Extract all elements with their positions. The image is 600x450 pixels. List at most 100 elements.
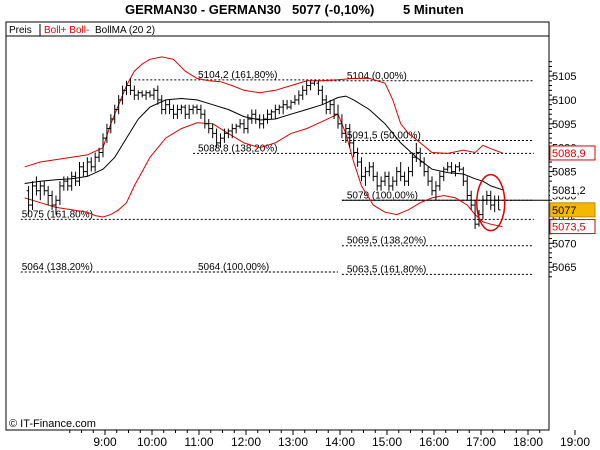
x-tick-label: 15:00 xyxy=(372,435,402,449)
price-bar xyxy=(289,99,293,110)
price-bar xyxy=(426,166,431,186)
plot-frame xyxy=(5,21,550,431)
x-tick-label: 10:00 xyxy=(137,435,167,449)
price-bar xyxy=(214,128,219,148)
price-bar xyxy=(234,123,239,134)
x-tick-label: 18:00 xyxy=(513,435,543,449)
price-bar xyxy=(375,171,380,191)
y-tick-label: 5085 xyxy=(552,167,576,179)
price-bar xyxy=(57,181,62,206)
price-bar xyxy=(390,176,395,191)
price-bar xyxy=(277,104,282,115)
price-bar xyxy=(61,176,66,191)
price-bar xyxy=(65,176,70,191)
legend-price-label: Preis xyxy=(9,25,32,36)
price-bar xyxy=(124,80,129,96)
price-bar xyxy=(116,95,121,115)
price-bar xyxy=(42,181,47,196)
price-bar xyxy=(198,104,203,120)
price-bar xyxy=(320,85,325,105)
price-bar xyxy=(386,171,391,191)
legend-boll-label: Boll+ Boll- xyxy=(44,25,89,36)
price-bar xyxy=(140,90,145,98)
price-bar xyxy=(183,104,188,120)
fib-level-label: 5079 (100,00%) xyxy=(347,190,418,201)
price-bar xyxy=(461,166,466,186)
price-badge-label: 5073,5 xyxy=(552,222,586,234)
price-bar xyxy=(265,109,270,124)
price-bar xyxy=(449,162,454,174)
price-badge: 5077 xyxy=(549,202,596,218)
price-bar xyxy=(422,157,427,177)
price-bar xyxy=(312,80,317,86)
price-bar xyxy=(300,85,305,100)
fib-levels: 5104,2 (161,80%) 5104 (0,00%) 5091,5 (50,0… xyxy=(20,70,549,275)
price-bar xyxy=(50,190,55,210)
fib-level-label: 5088,8 (138,20%) xyxy=(198,143,278,154)
price-bar xyxy=(269,109,274,120)
price-badge-box xyxy=(550,182,595,197)
price-bar xyxy=(253,109,258,124)
price-bar xyxy=(46,185,51,206)
price-bar xyxy=(148,90,152,98)
price-bar xyxy=(437,171,442,191)
price-bar xyxy=(54,195,58,215)
x-tick-label: 17:00 xyxy=(466,435,496,449)
price-bar xyxy=(441,166,446,182)
price-bar xyxy=(394,166,399,186)
price-bar xyxy=(89,157,94,172)
price-bar xyxy=(159,95,164,115)
price-badge: 5088,9 xyxy=(549,145,596,161)
x-axis: 9:00 10:00 11:00 12:00 13:00 14:00 15:00 16:00 1… xyxy=(69,430,590,449)
annotations xyxy=(476,173,506,232)
price-bar xyxy=(414,142,419,163)
price-bar xyxy=(222,128,227,143)
y-tick-label: 5070 xyxy=(552,238,576,250)
price-badge-label: 5088,9 xyxy=(552,148,586,160)
price-bar xyxy=(85,157,90,177)
price-bar xyxy=(249,109,254,124)
price-bar xyxy=(257,114,262,129)
y-tick-label: 5095 xyxy=(552,119,576,131)
x-tick-label: 13:00 xyxy=(278,435,308,449)
price-bar xyxy=(473,200,478,229)
price-bar xyxy=(38,181,43,201)
price-bar xyxy=(210,123,215,139)
price-bar xyxy=(108,114,113,134)
price-bar xyxy=(484,190,489,206)
fib-level-label: 5104 (0,00%) xyxy=(347,71,407,82)
price-bar xyxy=(367,162,372,177)
price-bar xyxy=(359,157,364,182)
price-bar xyxy=(410,152,415,177)
price-bar xyxy=(218,133,223,148)
price-bar xyxy=(433,181,438,201)
x-tick-label: 19:00 xyxy=(560,435,590,449)
price-bar xyxy=(324,95,329,115)
price-bar xyxy=(457,162,462,172)
price-bar xyxy=(128,78,133,96)
price-bar xyxy=(179,104,184,115)
price-bar xyxy=(191,104,196,115)
price-bar xyxy=(296,90,301,105)
price-bar xyxy=(304,80,309,96)
price-bar xyxy=(245,114,250,134)
price-bar xyxy=(132,85,137,100)
price-bar xyxy=(187,104,192,120)
price-bar xyxy=(30,181,35,210)
price-bar xyxy=(112,104,117,124)
price-bar xyxy=(332,99,337,120)
fib-level-label: 5069,5 (138,20%) xyxy=(347,236,427,247)
price-badge-label: 5077 xyxy=(552,205,576,217)
price-badge-box xyxy=(549,202,596,218)
price-bar xyxy=(77,162,82,186)
price-bar xyxy=(97,147,102,163)
price-bar xyxy=(151,87,156,100)
chart-interval: 5 Minuten xyxy=(403,2,464,17)
price-bar xyxy=(379,176,384,191)
price-bar xyxy=(81,162,86,177)
price-bar xyxy=(73,171,78,186)
x-tick-label: 11:00 xyxy=(184,435,213,449)
price-bar xyxy=(226,128,231,139)
price-bar xyxy=(402,171,407,186)
